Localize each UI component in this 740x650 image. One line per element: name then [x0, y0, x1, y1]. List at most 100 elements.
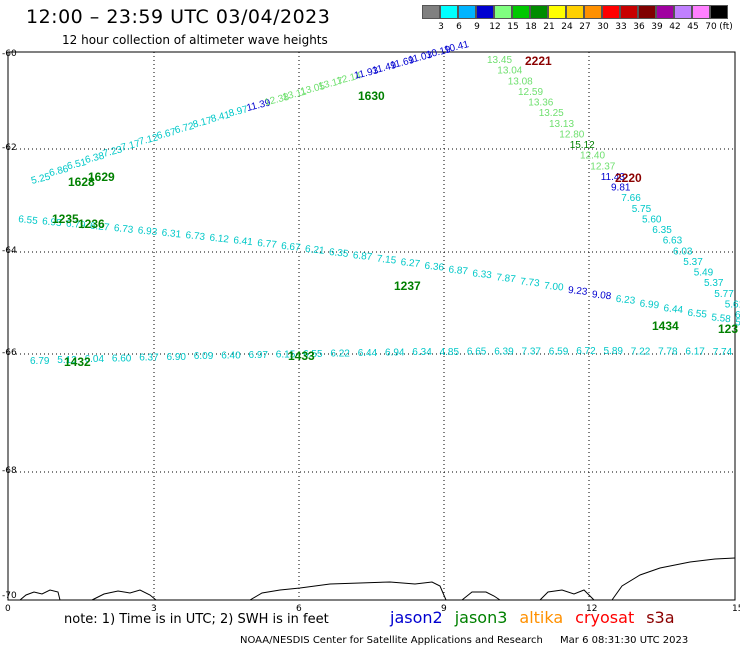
wave-height-label: 6.93: [137, 225, 158, 238]
wave-height-label: 12.59: [518, 87, 543, 98]
wave-height-label: 6.36: [424, 261, 445, 274]
mission-name: s3a: [646, 608, 675, 627]
legend-label: 39: [651, 22, 663, 32]
wave-height-label: 6.35: [328, 247, 349, 260]
legend-swatch: [710, 5, 728, 19]
wave-height-label: 6.23: [615, 294, 636, 307]
longitude-label: 12: [586, 604, 598, 614]
wave-height-label: 6.12: [209, 233, 230, 246]
wave-height-label: 6.51: [66, 157, 88, 172]
wave-height-label: 13.25: [539, 108, 564, 119]
wave-height-label: 6.59: [549, 346, 569, 357]
legend-swatch: [584, 5, 602, 19]
time-label: 1432: [64, 355, 91, 369]
legend-swatch: [530, 5, 548, 19]
wave-height-label: 6.35: [652, 225, 672, 236]
mission-name: cryosat: [575, 608, 635, 627]
wave-height-label: 5.77: [714, 289, 734, 300]
wave-height-label: 6.67: [281, 241, 302, 254]
legend-swatch: [602, 5, 620, 19]
time-label: 123: [718, 322, 738, 336]
time-label: 1236: [78, 217, 105, 231]
legend-label: 70: [705, 22, 717, 32]
wave-height-label: 5.75: [632, 204, 652, 215]
wave-height-label: 5.51: [735, 317, 740, 330]
wave-height-label: 6.44: [663, 303, 684, 316]
wave-height-label: 6.17: [685, 347, 705, 358]
legend-label: 6: [456, 22, 462, 32]
legend-swatch: [422, 5, 440, 19]
legend-label: 42: [669, 22, 681, 32]
legend-swatch: [440, 5, 458, 19]
legend-swatch: [674, 5, 692, 19]
wave-height-label: 13.36: [528, 98, 553, 109]
credit-line: NOAA/NESDIS Center for Satellite Applica…: [240, 635, 702, 646]
footer-note: note: 1) Time is in UTC; 2) SWH is in fe…: [64, 612, 329, 627]
legend-label: 24: [561, 22, 573, 32]
wave-height-label: 7.00: [543, 281, 564, 294]
legend-swatch: [638, 5, 656, 19]
wave-height-label: 5.60: [642, 214, 662, 225]
chart-subtitle: 12 hour collection of altimeter wave hei…: [62, 33, 328, 47]
wave-height-label: 6.87: [352, 250, 373, 263]
wave-height-label: 6.79: [30, 356, 50, 367]
legend-swatch: [692, 5, 710, 19]
wave-height-label: 6.38: [84, 151, 106, 166]
wave-height-label: 6.95: [42, 216, 63, 229]
time-label: 1628: [68, 175, 95, 189]
legend-label: 21: [543, 22, 555, 32]
latitude-label: -64: [2, 246, 17, 256]
wave-height-label: 7.37: [522, 346, 542, 357]
wave-height-label: 13.08: [508, 76, 533, 87]
wave-height-label: 6.60: [112, 353, 132, 364]
legend-swatch: [512, 5, 530, 19]
legend-label: 18: [525, 22, 537, 32]
wave-height-label: 5.58: [711, 312, 732, 325]
time-label: 2221: [525, 54, 552, 68]
wave-height-label: 6.22: [330, 348, 350, 359]
time-label: 2220: [615, 171, 642, 185]
wave-height-label: 6.87: [448, 264, 469, 277]
wave-height-label: 6.72: [174, 121, 196, 136]
wave-height-label: 6.73: [185, 230, 206, 243]
latitude-label: -62: [2, 143, 17, 153]
wave-height-label: 6.34: [412, 347, 432, 358]
wave-height-label: 6.44: [358, 348, 378, 359]
time-label: 1629: [88, 170, 115, 184]
wave-height-label: 8.17: [192, 115, 214, 130]
wave-height-label: 6.03: [673, 246, 693, 257]
legend-swatch: [656, 5, 674, 19]
longitude-label: 6: [296, 604, 302, 614]
wave-height-label: 9.23: [567, 285, 588, 298]
wave-height-label: 9.08: [591, 289, 612, 302]
wave-height-label: 12.37: [590, 161, 615, 172]
legend-label: 15: [507, 22, 519, 32]
wave-height-label: 13.04: [497, 66, 522, 77]
wave-height-label: 7.78: [658, 346, 678, 357]
legend-label: 9: [474, 22, 480, 32]
wave-height-label: 6.97: [249, 350, 269, 361]
coastline-segment: [91, 589, 157, 601]
wave-height-label: 6.79: [65, 218, 86, 231]
wave-height-label: 6.40: [221, 350, 241, 361]
credit-org: NOAA/NESDIS Center for Satellite Applica…: [240, 635, 543, 646]
time-label: 1434: [652, 319, 679, 333]
map-border: [7, 51, 736, 601]
wave-height-label: 6.15: [276, 349, 296, 360]
legend-label: 27: [579, 22, 591, 32]
wave-height-label: 7.73: [520, 276, 541, 289]
wave-height-label: 6.10: [735, 310, 740, 321]
time-label: 1630: [358, 89, 385, 103]
longitude-label: 3: [151, 604, 157, 614]
wave-height-label: 5.13: [57, 355, 77, 366]
wave-height-label: 6.86: [48, 164, 70, 179]
wave-height-label: 6.77: [257, 238, 278, 251]
wave-height-label: 7.74: [713, 347, 733, 358]
mission-name: altika: [519, 608, 564, 627]
wave-height-label: 4.85: [440, 347, 460, 358]
legend-swatch: [548, 5, 566, 19]
mission-legend: jason2 jason3 altika cryosat s3a: [390, 608, 687, 627]
wave-height-label: 7.22: [631, 346, 651, 357]
wave-height-label: 7.23: [102, 144, 124, 159]
wave-height-label: 12.80: [559, 129, 584, 140]
